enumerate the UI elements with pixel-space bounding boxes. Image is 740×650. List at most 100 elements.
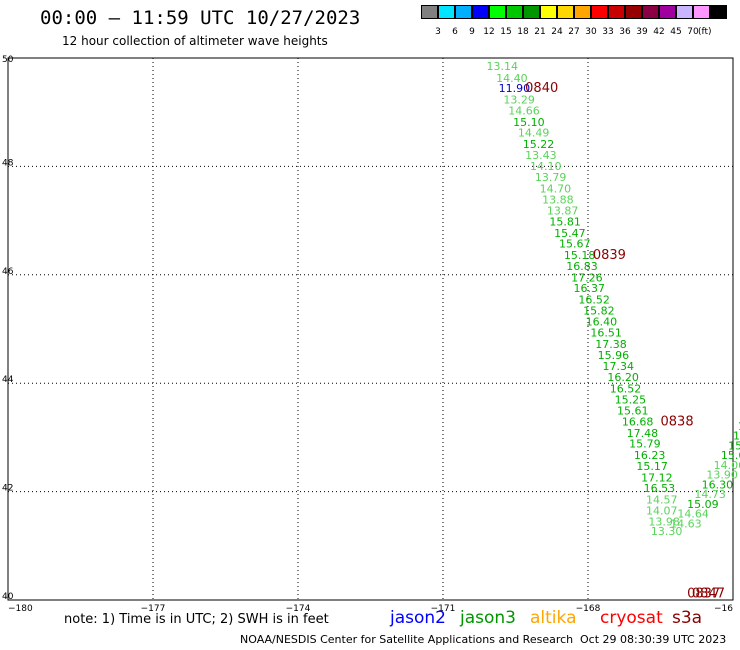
swh-value-label: 15.61 (617, 405, 649, 418)
swh-value-label: 15.17 (636, 460, 668, 473)
y-tick-label: 50 (2, 55, 14, 65)
swh-value-label: 17.26 (571, 271, 603, 284)
footnote: note: 1) Time is in UTC; 2) SWH is in fe… (64, 612, 329, 627)
y-tick-label: 40 (2, 592, 14, 602)
color-scale-label: 30 (585, 27, 597, 37)
plot-frame (7, 57, 734, 601)
color-swatch (608, 5, 625, 19)
swh-value-label: 14.10 (530, 160, 562, 173)
pass-time-label: 0840 (525, 81, 558, 96)
swh-value-label: 13.43 (525, 149, 557, 162)
color-scale-unit: (ft) (698, 27, 712, 37)
color-scale-label: 9 (469, 27, 475, 37)
swh-value-label: 14.49 (518, 127, 550, 140)
swh-value-label: 16.30 (702, 478, 734, 491)
x-tick-label: −168 (576, 604, 601, 614)
color-scale-label: 18 (517, 27, 529, 37)
swh-value-label: 14.06 (714, 459, 740, 472)
color-swatch (693, 5, 710, 19)
chart-title: 00:00 – 11:59 UTC 10/27/2023 (40, 7, 361, 29)
swh-value-label: 17.34 (603, 360, 635, 373)
color-swatch (676, 5, 693, 19)
pass-time-label: 0838 (661, 414, 694, 429)
swh-value-label: 13.30 (651, 525, 683, 538)
color-swatch (421, 5, 438, 19)
swh-value-label: 13.88 (542, 193, 574, 206)
color-swatch (438, 5, 455, 19)
color-scale-label: 24 (551, 27, 563, 37)
swh-value-label: 17.48 (627, 427, 659, 440)
swh-value-label: 13.29 (503, 94, 534, 107)
credit-text: NOAA/NESDIS Center for Satellite Applica… (240, 633, 574, 646)
color-swatch (523, 5, 540, 19)
swh-value-label: 16.23 (634, 449, 666, 462)
x-tick-label: −174 (286, 604, 311, 614)
legend-item-altika: altika (530, 608, 577, 628)
swh-value-label: 15.96 (598, 349, 630, 362)
y-tick-label: 44 (2, 375, 14, 385)
swh-value-label: 16.20 (607, 371, 639, 384)
swh-value-label: 14.07 (646, 504, 678, 517)
swh-value-label: 14.73 (694, 488, 726, 501)
color-swatch (625, 5, 642, 19)
swh-value-label: 16.68 (622, 415, 654, 428)
swh-value-label: 16.52 (610, 382, 642, 395)
swh-value-label: 14.66 (508, 104, 540, 117)
color-swatch (574, 5, 591, 19)
swh-value-label: 16.40 (586, 316, 618, 329)
swh-value-label: 14.63 (670, 517, 702, 530)
swh-value-label: 16.51 (590, 327, 622, 340)
color-scale-label: 27 (568, 27, 580, 37)
color-scale-label: 12 (483, 27, 495, 37)
swh-value-label: 13.14 (487, 60, 519, 73)
swh-value-label: 16.83 (566, 260, 598, 273)
color-scale-label: 15 (500, 27, 512, 37)
color-scale-label: 21 (534, 27, 546, 37)
swh-value-label: 15.09 (687, 498, 719, 511)
color-swatch (642, 5, 659, 19)
x-tick-label: −180 (8, 604, 33, 614)
color-scale-label: 3 (435, 27, 441, 37)
pass-time-label: 0837 (687, 586, 720, 601)
swh-value-label: 11.90 (499, 82, 531, 95)
color-swatch (710, 5, 727, 19)
swh-value-label: 15.47 (554, 227, 586, 240)
y-tick-label: 48 (2, 158, 14, 168)
swh-value-label: 15.25 (615, 393, 647, 406)
swh-value-label: 17.12 (641, 471, 673, 484)
swh-value-label: 15 (733, 430, 740, 443)
color-scale-label: 45 (670, 27, 682, 37)
swh-value-label: 13.87 (547, 205, 579, 218)
swh-value-label: 15.82 (583, 304, 615, 317)
swh-value-label: 13.79 (535, 171, 567, 184)
color-scale-label: 36 (619, 27, 631, 37)
y-tick-label: 42 (2, 484, 13, 494)
swh-value-label: 15.7 (728, 439, 740, 452)
color-scale-label: 39 (636, 27, 648, 37)
color-swatch (489, 5, 506, 19)
color-swatch (659, 5, 676, 19)
pass-time-label: 0847 (692, 586, 725, 601)
swh-value-label: 14.40 (496, 72, 527, 85)
color-scale-label: 70 (687, 27, 699, 37)
color-scale-label: 6 (452, 27, 458, 37)
color-scale-label: 42 (653, 27, 665, 37)
swh-value-label: 15.18 (564, 249, 596, 262)
color-swatch (455, 5, 472, 19)
swh-value-label: 14.57 (646, 494, 678, 507)
swh-value-label: 16 (738, 420, 740, 433)
swh-value-label: 16.53 (644, 482, 676, 495)
swh-value-label: 15.64 (721, 449, 740, 462)
color-swatch (506, 5, 523, 19)
swh-value-label: 13.98 (648, 516, 680, 529)
swh-value-label: 15.67 (559, 238, 591, 251)
swh-value-label: 15.10 (513, 116, 545, 129)
x-tick-label: −177 (141, 604, 166, 614)
color-swatch (472, 5, 489, 19)
legend-item-jason2: jason2 (390, 608, 446, 628)
color-scale-label: 33 (602, 27, 614, 37)
legend-item-cryosat: cryosat (600, 608, 663, 628)
x-tick-label: −171 (431, 604, 456, 614)
chart-subtitle: 12 hour collection of altimeter wave hei… (62, 34, 328, 48)
swh-value-label: 13.90 (706, 469, 738, 482)
